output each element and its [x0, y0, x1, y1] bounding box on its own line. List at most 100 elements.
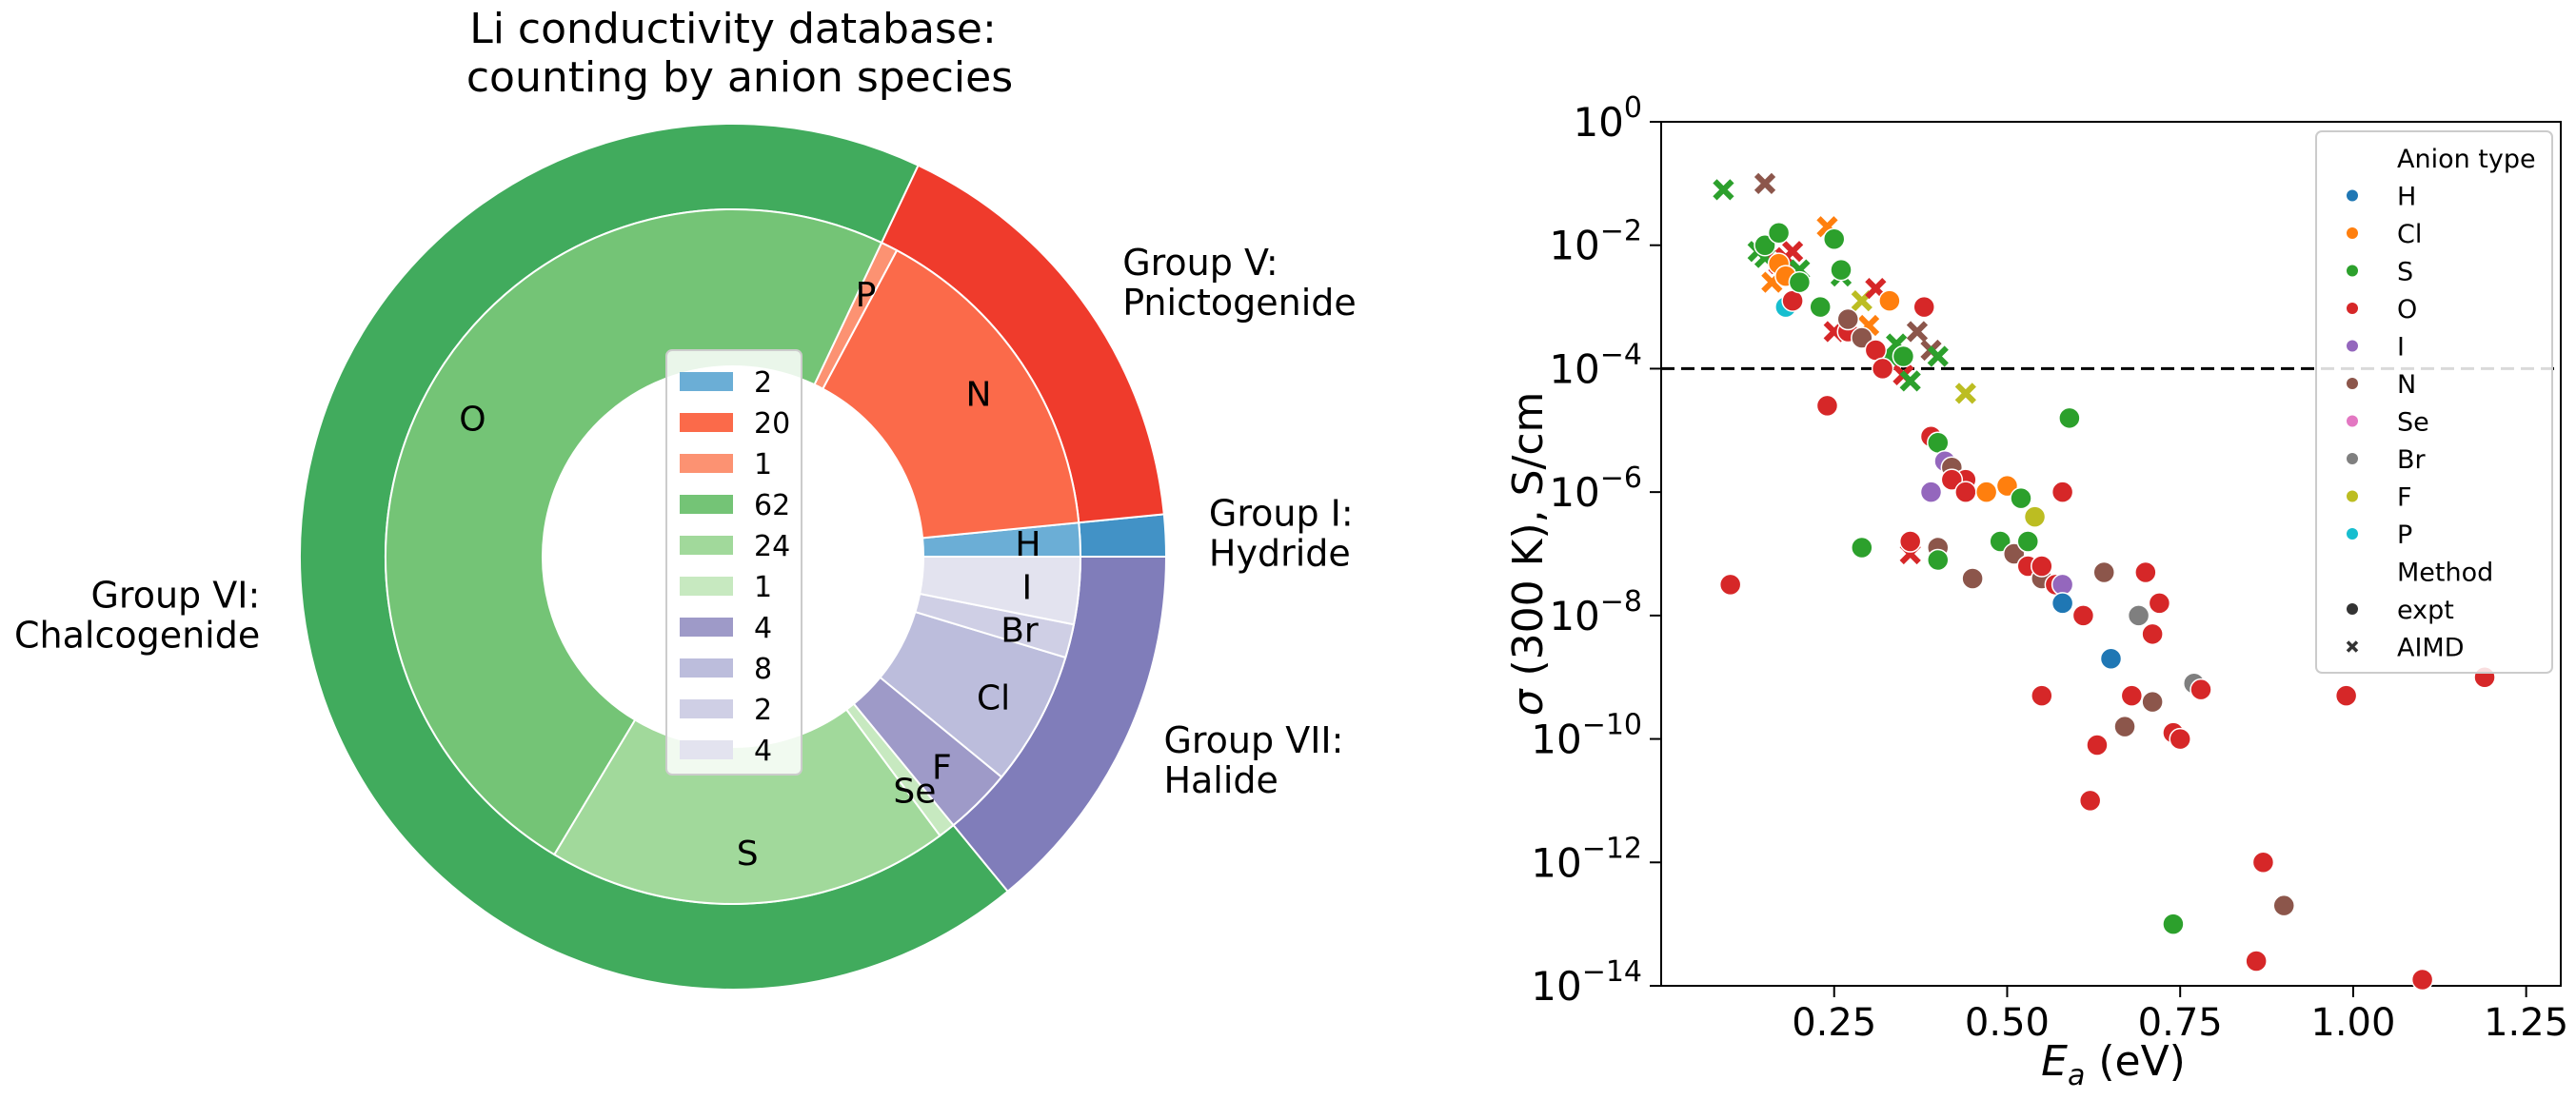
- y-tick-label: 10−12: [1531, 832, 1642, 886]
- data-point-o-expt: [2251, 851, 2275, 874]
- pie-legend-swatch-2: [680, 454, 733, 473]
- scatter-legend-marker: [2347, 189, 2358, 202]
- scatter-points: [1713, 172, 2496, 992]
- scatter-legend-marker: [2347, 490, 2358, 502]
- data-point-s-expt: [1927, 548, 1950, 572]
- inner-ring-labels: H N P O S SeF Cl Br I: [459, 276, 1040, 874]
- scatter-legend-label: H: [2397, 183, 2416, 212]
- pie-legend-label-7: 8: [754, 653, 772, 686]
- pie-legend-swatch-8: [680, 699, 733, 718]
- y-tick-label: 10−8: [1549, 585, 1642, 639]
- data-point-n-expt: [1961, 567, 1984, 590]
- data-point-o-expt: [1954, 481, 1977, 503]
- scatter-legend-label: O: [2397, 295, 2417, 324]
- data-point-h-expt: [2099, 647, 2123, 671]
- data-point-o-expt: [2148, 592, 2171, 615]
- x-tick-label: 0.50: [1965, 1001, 2050, 1045]
- inner-ring: [385, 208, 1082, 905]
- inner-label-f: F: [932, 748, 952, 787]
- scatter-legend-marker: [2347, 265, 2358, 277]
- data-point-cl-expt: [1974, 481, 1998, 503]
- outer-label-3: Group VII: Halide: [1163, 719, 1343, 801]
- data-point-s-expt: [1822, 227, 1846, 250]
- y-tick-label: 10−2: [1549, 215, 1642, 269]
- scatter-legend-label: S: [2397, 258, 2413, 287]
- scatter-legend-label: N: [2397, 370, 2416, 400]
- inner-wedge-9: [918, 556, 1082, 626]
- data-point-s-aimd: [1899, 370, 1921, 392]
- pie-legend-label-5: 1: [754, 571, 772, 604]
- data-point-o-expt: [1718, 573, 1742, 597]
- pie-legend-swatch-7: [680, 658, 733, 678]
- scatter-legend-marker: [2346, 640, 2359, 653]
- data-point-n-expt: [1836, 307, 1860, 331]
- data-point-n-expt: [2113, 715, 2136, 738]
- pie-legend-label-0: 2: [754, 366, 772, 400]
- data-point-s-expt: [2010, 486, 2032, 510]
- x-tick-label: 0.25: [1792, 1001, 1876, 1045]
- y-tick-label: 100: [1573, 91, 1642, 146]
- inner-label-o: O: [459, 401, 485, 440]
- pie-legend-swatch-6: [680, 618, 733, 637]
- y-tick-label: 10−4: [1549, 338, 1642, 392]
- data-point-o-expt: [2120, 684, 2144, 707]
- data-point-s-expt: [2058, 406, 2081, 430]
- pie-legend-label-3: 62: [754, 489, 790, 522]
- outer-label-1: Group V: Pnictogenide: [1122, 242, 1357, 324]
- data-point-s-expt: [1927, 431, 1950, 455]
- pie-legend-label-4: 24: [754, 530, 790, 563]
- scatter-axes-frame: [1660, 121, 2562, 987]
- scatter-legend-label: I: [2397, 333, 2405, 363]
- data-point-n-expt: [2092, 560, 2115, 584]
- data-point-s-expt: [2162, 913, 2185, 935]
- pie-legend-label-1: 20: [754, 407, 790, 441]
- data-point-o-expt: [1864, 339, 1888, 362]
- scatter-legend-marker: [2347, 378, 2358, 389]
- x-tick-label: 1.00: [2310, 1001, 2395, 1045]
- data-point-o-expt: [2169, 727, 2191, 751]
- data-point-s-expt: [2016, 530, 2040, 553]
- pie-legend-swatch-9: [680, 740, 733, 759]
- y-axis-label: σ (300 K), S/cm: [1504, 392, 1553, 717]
- pie-title-line-2: counting by anion species: [466, 53, 1013, 102]
- data-point-h-expt: [2051, 592, 2074, 615]
- data-point-n-aimd: [1754, 172, 1776, 194]
- data-point-o-expt: [2071, 604, 2095, 627]
- pie-title-line-1: Li conductivity database:: [469, 5, 997, 53]
- inner-wedge-3: [385, 208, 883, 856]
- data-point-f-aimd: [1954, 383, 1976, 404]
- inner-label-se: Se: [893, 773, 936, 812]
- scatter-legend-title: Method: [2397, 559, 2493, 588]
- pie-legend-swatch-3: [680, 495, 733, 514]
- x-axis-ticks: 0.25 0.50 0.75 1.00 1.25: [1792, 986, 2568, 1045]
- scatter-legend-title: Anion type: [2397, 145, 2536, 174]
- outer-label-2: Group VI: Chalcogenide: [14, 574, 260, 656]
- x-axis-label: Ea (eV): [2041, 1037, 2186, 1092]
- data-point-f-expt: [2023, 505, 2047, 528]
- pie-legend-swatch-1: [680, 413, 733, 432]
- scatter-legend-marker: [2347, 303, 2358, 314]
- x-tick-label: 0.75: [2138, 1001, 2223, 1045]
- scatter-legend-label: P: [2397, 521, 2412, 550]
- data-point-o-expt: [2078, 789, 2102, 813]
- inner-label-br: Br: [1001, 611, 1039, 650]
- data-point-o-expt: [1871, 357, 1894, 381]
- scatter-legend-marker: [2347, 415, 2358, 427]
- data-point-o-expt: [2190, 678, 2212, 701]
- inner-label-h: H: [1015, 525, 1040, 564]
- pie-legend-label-6: 4: [754, 612, 772, 645]
- data-point-cl-expt: [1878, 289, 1901, 312]
- donut-chart: Li conductivity database: counting by an…: [14, 5, 1357, 991]
- pie-legend-label-2: 1: [754, 448, 772, 481]
- y-tick-label: 10−10: [1531, 709, 1642, 763]
- scatter-legend-label: F: [2397, 483, 2412, 513]
- data-point-s-expt: [1788, 270, 1812, 294]
- data-point-o-expt: [1815, 394, 1839, 418]
- scatter-legend-marker: [2347, 603, 2358, 615]
- data-point-o-expt: [1912, 295, 1935, 319]
- data-point-o-expt: [2086, 734, 2109, 756]
- scatter-legend-marker: [2347, 227, 2358, 239]
- scatter-legend-marker: [2347, 340, 2358, 352]
